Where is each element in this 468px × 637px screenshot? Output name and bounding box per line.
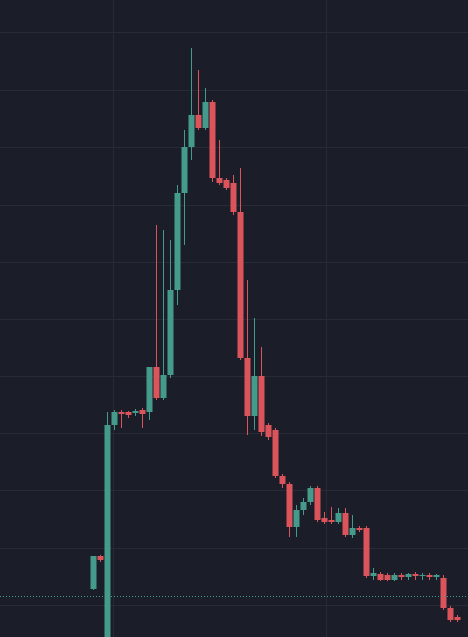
candle-body [335,513,342,522]
candle-body [412,574,419,576]
candle-body [307,488,314,502]
candle-body [321,518,328,522]
candle-body [160,375,167,398]
candle-body [153,367,160,398]
candle-body [97,556,104,560]
candle-body [314,488,321,520]
candle-body [454,617,461,620]
candle-body [174,193,181,290]
candle-body [419,575,426,576]
candle-body [90,556,97,589]
candle-body [272,430,279,476]
candle-body [349,528,356,535]
candle-body [237,212,244,358]
candle-body [139,410,146,414]
candle-body [342,513,349,535]
candle-body [447,608,454,620]
candle-body [433,575,440,577]
candle-body [279,476,286,484]
candle-body [146,367,153,412]
candle-body [125,412,132,415]
candle-body [230,183,237,212]
candle-body [377,574,384,580]
candle-body [356,528,363,530]
candle-body [209,102,216,178]
candle-body [251,376,258,416]
candle-body [181,147,188,193]
candle-body [363,528,370,576]
candle-body [398,575,405,577]
candle-body [426,575,433,577]
candle-body [195,115,202,128]
candle-body [132,411,139,413]
candle-body [216,178,223,183]
candle-body [104,425,111,637]
candle-body [167,290,174,375]
candle-body [405,574,412,577]
candle-body [118,412,125,414]
candle-body [202,102,209,128]
candle-body [265,425,272,437]
candle-body [384,575,391,580]
candle-body [440,578,447,608]
candle-body [370,573,377,576]
candle-body [244,358,251,416]
candle-body [328,520,335,522]
candle-body [293,510,300,527]
candle-body [258,376,265,432]
candle-body [188,115,195,147]
candle-body [300,502,307,510]
candle-body [223,180,230,188]
candle-body [111,412,118,425]
candle-body [391,575,398,580]
candle-body [286,484,293,527]
